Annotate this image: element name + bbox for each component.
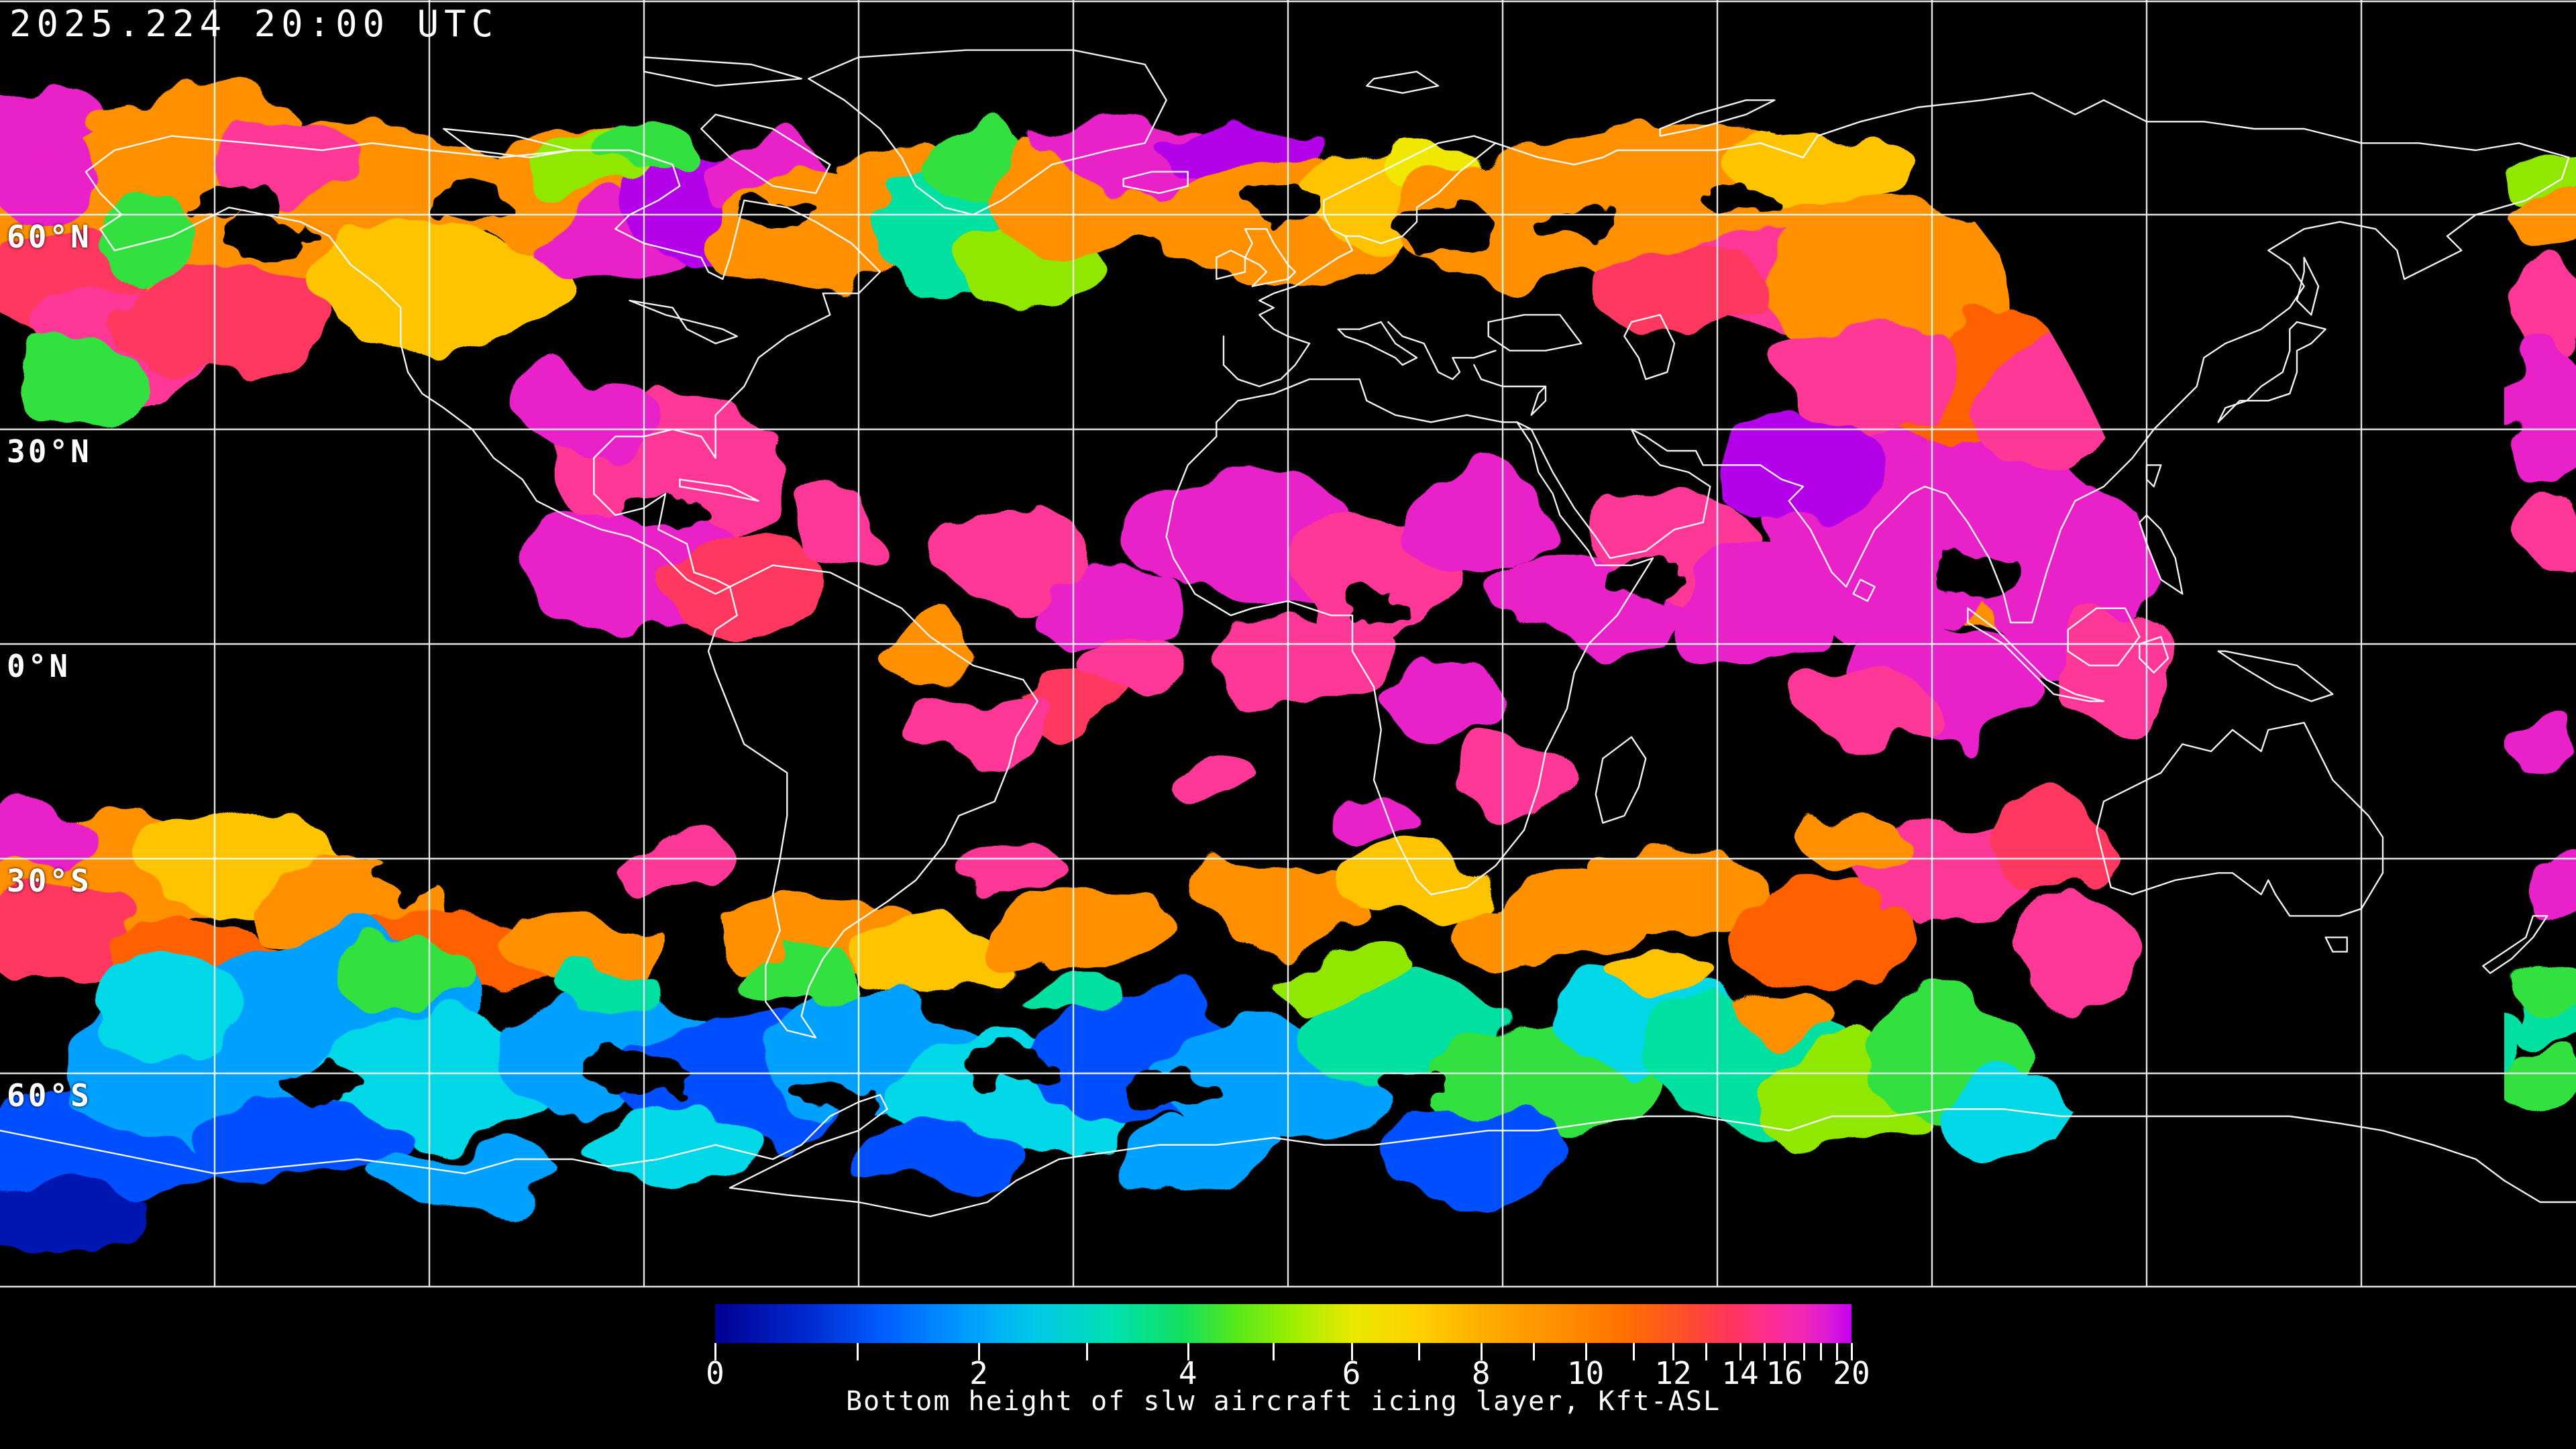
colorbar-minor-tick bbox=[1763, 1343, 1766, 1360]
colorbar-minor-tick bbox=[1272, 1343, 1275, 1360]
map-canvas bbox=[0, 0, 2576, 1288]
colorbar-tick-label: 4 bbox=[1178, 1355, 1197, 1391]
colorbar-minor-tick bbox=[1820, 1343, 1823, 1360]
colorbar-major-tick bbox=[978, 1343, 980, 1360]
colorbar-minor-tick bbox=[1803, 1343, 1805, 1360]
latitude-label: 60°S bbox=[7, 1077, 92, 1114]
colorbar-minor-tick bbox=[1632, 1343, 1635, 1360]
colorbar-major-tick bbox=[1585, 1343, 1587, 1360]
coastlines bbox=[0, 49, 2576, 1218]
colorbar-tick-label: 16 bbox=[1766, 1355, 1803, 1391]
colorbar-minor-tick bbox=[1417, 1343, 1420, 1360]
colorbar-major-tick bbox=[1480, 1343, 1483, 1360]
colorbar-tick-label: 14 bbox=[1721, 1355, 1759, 1391]
world-map: 2025.224 20:00 UTC 60°N 30°N 0°N 30°S 60°S bbox=[0, 0, 2576, 1288]
colorbar-major-tick bbox=[1784, 1343, 1786, 1360]
latitude-label: 0°N bbox=[7, 648, 71, 684]
colorbar-minor-tick bbox=[1085, 1343, 1088, 1360]
colorbar-minor-tick bbox=[1532, 1343, 1535, 1360]
colorbar-tick-label: 8 bbox=[1471, 1355, 1491, 1391]
colorbar-gradient bbox=[715, 1304, 1851, 1343]
colorbar-tick-label: 2 bbox=[969, 1355, 988, 1391]
colorbar-major-tick bbox=[1187, 1343, 1189, 1360]
latitude-label: 30°S bbox=[7, 863, 92, 899]
graticule bbox=[0, 0, 2576, 1288]
colorbar-tick-label: 12 bbox=[1654, 1355, 1692, 1391]
colorbar-major-tick bbox=[1739, 1343, 1741, 1360]
colorbar-minor-tick bbox=[856, 1343, 859, 1360]
colorbar-major-tick bbox=[714, 1343, 716, 1360]
colorbar-tick-label: 20 bbox=[1833, 1355, 1870, 1391]
latitude-label: 30°N bbox=[7, 433, 92, 470]
colorbar-major-tick bbox=[1350, 1343, 1353, 1360]
colorbar-minor-tick bbox=[1835, 1343, 1838, 1360]
latitude-label: 60°N bbox=[7, 219, 92, 255]
colorbar-minor-tick bbox=[1705, 1343, 1708, 1360]
colorbar: 0 2 4 6 8 10 12 14 16 20 Bottom height of slw air… bbox=[706, 1304, 1870, 1438]
colorbar-major-tick bbox=[1851, 1343, 1853, 1360]
colorbar-tick-label: 0 bbox=[706, 1355, 724, 1391]
colorbar-title: Bottom height of slw aircraft icing laye… bbox=[845, 1386, 1721, 1417]
colorbar-tick-label: 6 bbox=[1342, 1355, 1361, 1391]
colorbar-major-tick bbox=[1672, 1343, 1675, 1360]
swath-edge-mask bbox=[1717, 0, 2504, 1288]
colorbar-tick-label: 10 bbox=[1566, 1355, 1605, 1391]
timestamp-label: 2025.224 20:00 UTC bbox=[9, 3, 499, 45]
